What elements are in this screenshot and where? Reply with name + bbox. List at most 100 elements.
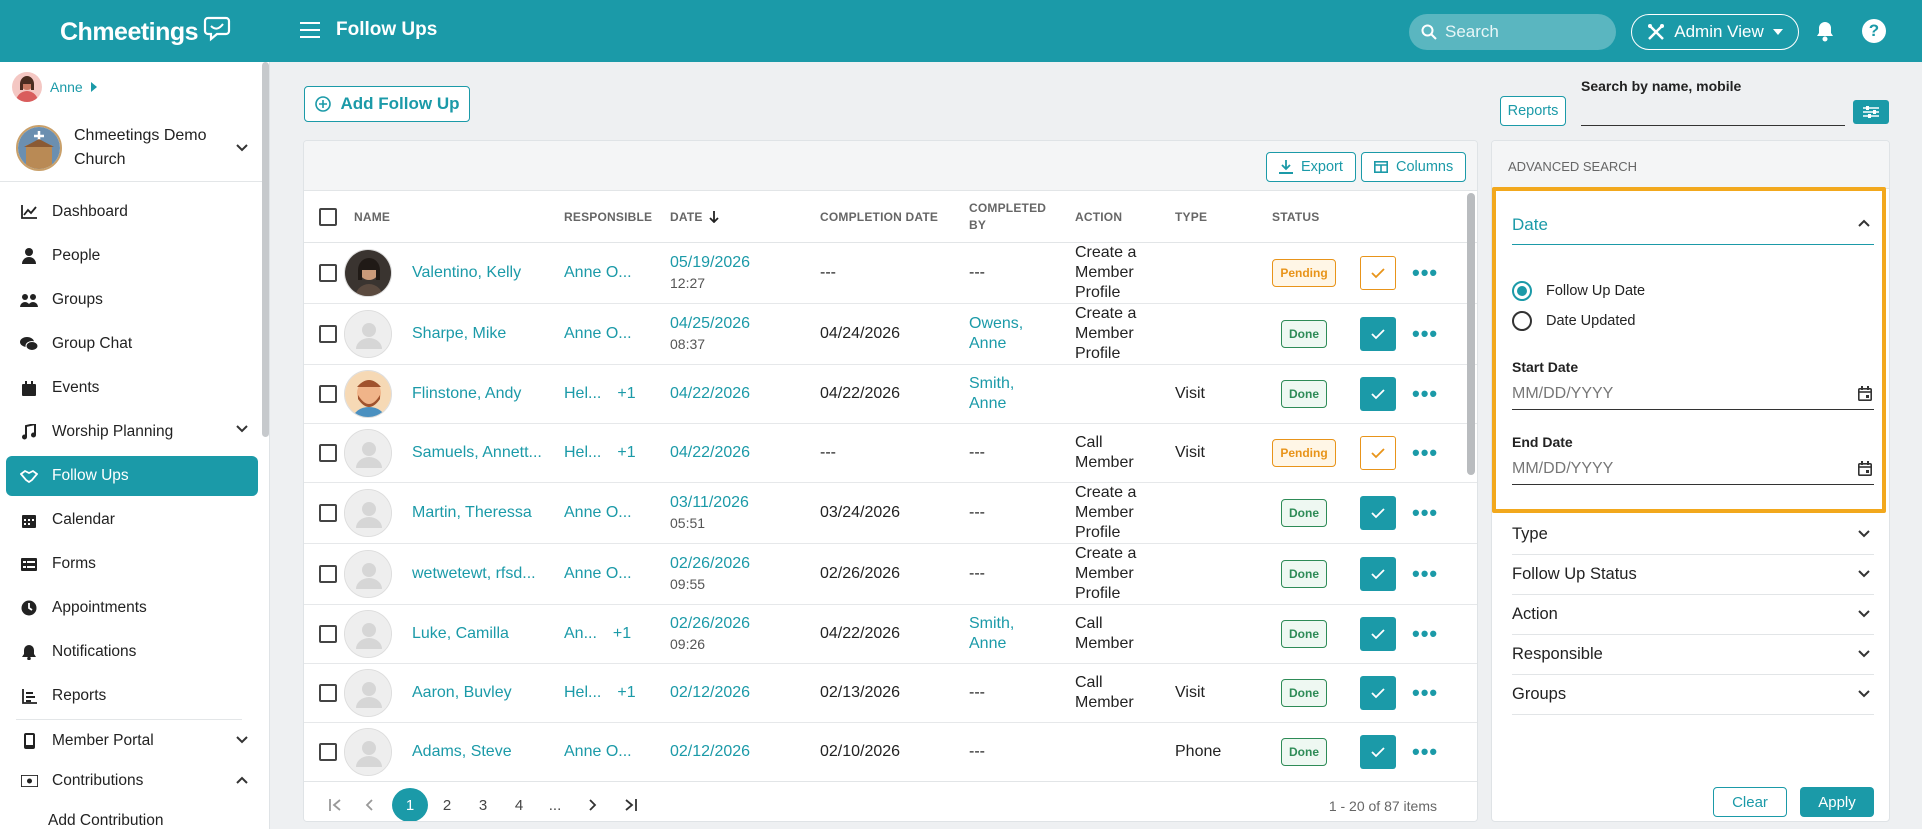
sidebar-item-events[interactable]: Events [6,366,258,410]
page-button-1[interactable]: 1 [392,788,428,821]
person-name-link[interactable]: Adams, Steve [412,743,512,760]
more-options-icon[interactable]: ••• [1412,260,1439,285]
follow-up-date-link[interactable]: 02/12/2026 [670,684,751,701]
responsible-link[interactable]: Hel... +1 [564,424,664,482]
complete-toggle-button[interactable] [1360,496,1396,530]
sidebar-item-reports[interactable]: Reports [6,674,258,718]
row-checkbox[interactable] [319,565,337,583]
filter-section-groups[interactable]: Groups [1512,675,1874,715]
person-name-link[interactable]: Martin, Theressa [412,504,532,521]
person-name-link[interactable]: Luke, Camilla [412,625,509,642]
table-row[interactable]: Luke, Camilla An... +1 02/26/2026 09:26 04/22… [304,605,1477,664]
reports-button[interactable]: Reports [1500,96,1566,126]
more-options-icon[interactable]: ••• [1412,381,1439,406]
notifications-bell-icon[interactable] [1815,20,1835,42]
next-page-icon[interactable] [576,788,610,821]
follow-up-date-link[interactable]: 03/11/2026 [670,494,749,511]
completed-by[interactable]: Smith, Anne [969,375,1015,412]
responsible-link[interactable]: Anne O... [564,304,664,364]
sidebar-scrollbar[interactable] [262,62,269,437]
avatar[interactable] [344,429,392,477]
complete-toggle-button[interactable] [1360,617,1396,651]
follow-up-date-link[interactable]: 04/22/2026 [670,444,751,461]
table-row[interactable]: Valentino, Kelly Anne O... 05/19/2026 12:27… [304,243,1477,304]
clear-button[interactable]: Clear [1713,787,1787,817]
church-selector[interactable]: Chmeetings Demo Church [16,124,256,172]
filter-section-responsible[interactable]: Responsible [1512,635,1874,675]
responsible-link[interactable]: Anne O... [564,723,664,781]
avatar[interactable] [344,728,392,776]
date-section-header[interactable]: Date [1512,205,1874,245]
follow-up-date-link[interactable]: 04/25/2026 [670,315,751,332]
radio-button-selected[interactable] [1512,281,1532,301]
follow-up-date-link[interactable]: 02/26/2026 [670,615,751,632]
sidebar-item-notifications[interactable]: Notifications [6,630,258,674]
row-checkbox[interactable] [319,743,337,761]
row-checkbox[interactable] [319,325,337,343]
complete-toggle-button[interactable] [1360,317,1396,351]
sidebar-subitem-add-contribution[interactable]: Add Contribution [48,812,164,829]
last-page-icon[interactable] [614,788,648,821]
more-options-icon[interactable]: ••• [1412,561,1439,586]
complete-toggle-button[interactable] [1360,436,1396,470]
page-button-4[interactable]: 4 [514,796,524,814]
responsible-link[interactable]: An... +1 [564,605,664,663]
complete-toggle-button[interactable] [1360,676,1396,710]
filter-section-follow-up-status[interactable]: Follow Up Status [1512,555,1874,595]
filter-section-type[interactable]: Type [1512,515,1874,555]
column-header-completed-by[interactable]: COMPLETED BY [969,201,1047,232]
end-date-field[interactable] [1512,453,1874,485]
person-name-link[interactable]: Sharpe, Mike [412,325,507,342]
more-options-icon[interactable]: ••• [1412,440,1439,465]
search-by-name-input[interactable] [1581,98,1845,126]
global-search[interactable] [1409,14,1616,50]
completed-by[interactable]: Smith, Anne [969,615,1015,652]
sidebar-item-groups[interactable]: Groups [6,278,258,322]
row-checkbox[interactable] [319,625,337,643]
follow-up-date-link[interactable]: 05/19/2026 [670,254,751,271]
more-options-icon[interactable]: ••• [1412,739,1439,764]
start-date-input[interactable] [1512,384,1832,403]
complete-toggle-button[interactable] [1360,256,1396,290]
calendar-picker-icon[interactable] [1858,461,1872,476]
table-row[interactable]: Aaron, Buvley Hel... +1 02/12/2026 02/13/202… [304,664,1477,723]
columns-button[interactable]: Columns [1361,152,1467,182]
completed-by[interactable]: Owens, Anne [969,315,1024,352]
complete-toggle-button[interactable] [1360,735,1396,769]
sidebar-item-contributions[interactable]: Contributions [6,761,258,801]
column-header-responsible[interactable]: RESPONSIBLE [564,209,653,224]
row-checkbox[interactable] [319,504,337,522]
complete-toggle-button[interactable] [1360,377,1396,411]
user-menu[interactable]: Anne [12,72,97,102]
table-row[interactable]: Sharpe, Mike Anne O... 04/25/2026 08:37 04/2… [304,304,1477,365]
person-name-link[interactable]: Aaron, Buvley [412,684,512,701]
column-header-name[interactable]: NAME [354,209,391,224]
column-header-date[interactable]: DATE [670,191,719,243]
admin-view-dropdown[interactable]: Admin View [1631,14,1799,50]
export-button[interactable]: Export [1266,152,1356,182]
column-header-status[interactable]: STATUS [1272,209,1320,224]
filter-toggle-button[interactable] [1853,100,1889,124]
start-date-field[interactable] [1512,378,1874,410]
responsible-link[interactable]: Hel... +1 [564,664,664,722]
sidebar-item-forms[interactable]: Forms [6,542,258,586]
responsible-link[interactable]: Hel... +1 [564,365,664,423]
end-date-input[interactable] [1512,459,1832,478]
avatar[interactable] [344,370,392,418]
person-name-link[interactable]: Samuels, Annett... [412,444,542,461]
add-follow-up-button[interactable]: Add Follow Up [304,86,470,122]
sidebar-item-dashboard[interactable]: Dashboard [6,190,258,234]
radio-button[interactable] [1512,311,1532,331]
row-checkbox[interactable] [319,684,337,702]
first-page-icon[interactable] [318,788,352,821]
person-name-link[interactable]: wetwetewt, rfsd... [412,565,536,582]
row-checkbox[interactable] [319,264,337,282]
sidebar-item-appointments[interactable]: Appointments [6,586,258,630]
apply-button[interactable]: Apply [1800,787,1874,817]
sidebar-item-worship-planning[interactable]: Worship Planning [6,410,258,454]
more-options-icon[interactable]: ••• [1412,321,1439,346]
prev-page-icon[interactable] [352,788,386,821]
table-row[interactable]: wetwetewt, rfsd... Anne O... 02/26/2026 09:… [304,544,1477,605]
responsible-link[interactable]: Anne O... [564,243,664,303]
table-scrollbar[interactable] [1467,193,1475,475]
